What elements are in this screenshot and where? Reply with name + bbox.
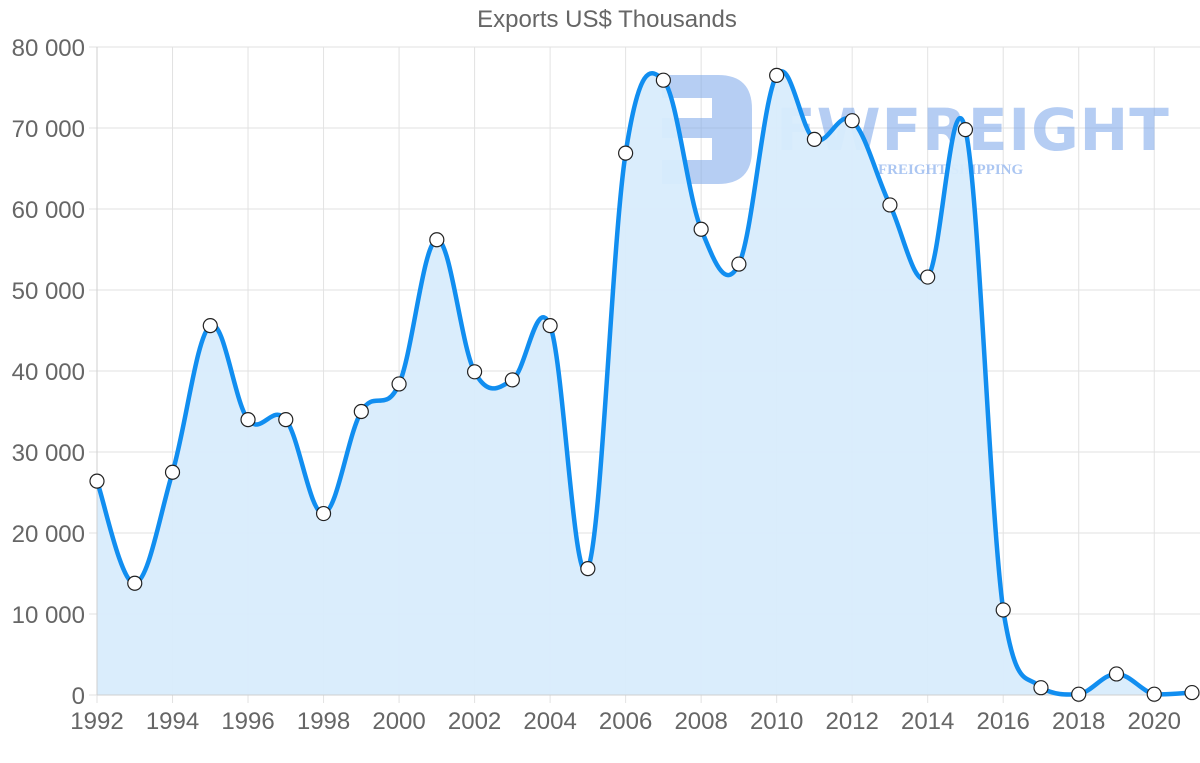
data-point[interactable] [1033,680,1049,696]
x-tick-label: 2004 [523,708,576,735]
y-axis-tick-labels: 0 10 000 20 000 30 000 40 000 50 000 60 000 70 … [12,35,85,710]
data-point[interactable] [466,364,483,380]
data-point[interactable] [844,113,860,129]
x-tick-label: 2006 [599,708,652,735]
data-point[interactable] [731,256,747,272]
x-tick-label: 1992 [70,708,123,735]
y-tick-label: 70 000 [12,116,85,143]
data-point[interactable] [806,131,823,147]
x-tick-label: 1994 [146,708,199,735]
data-point[interactable] [315,505,332,522]
x-tick-label: 1998 [297,708,350,735]
data-point[interactable] [202,318,218,334]
data-point[interactable] [542,318,558,334]
x-tick-label: 2010 [750,708,803,735]
data-point[interactable] [693,221,709,237]
data-point[interactable] [1071,686,1087,702]
x-tick-label: 2002 [448,708,501,735]
watermark-logo: FWFREIGHT FREIGHT SHIPPING [662,75,1169,184]
data-point[interactable] [353,403,369,420]
data-point[interactable] [429,232,445,248]
y-tick-label: 30 000 [12,440,85,467]
data-point[interactable] [164,464,181,480]
x-tick-label: 2012 [825,708,878,735]
x-tick-label: 2014 [901,708,954,735]
data-point[interactable] [1108,666,1125,682]
x-tick-label: 2020 [1128,708,1181,735]
y-tick-label: 0 [72,683,85,710]
data-point[interactable] [504,372,520,388]
x-tick-label: 2016 [977,708,1030,735]
y-tick-label: 50 000 [12,278,85,305]
x-axis-tick-labels: 1992 1994 1996 1998 2000 2002 2004 2006 2008 2010… [70,708,1181,735]
freight-logo-icon [662,75,752,184]
data-point[interactable] [655,72,671,88]
data-point[interactable] [278,412,294,428]
data-point[interactable] [240,412,256,428]
axes [96,47,1200,696]
chart-title: Exports US$ Thousands [477,6,737,33]
data-point[interactable] [957,122,974,138]
x-tick-label: 2000 [372,708,425,735]
data-point[interactable] [391,376,407,392]
data-point[interactable] [1146,686,1162,702]
data-points [89,67,1200,702]
data-point[interactable] [580,561,596,577]
y-tick-label: 80 000 [12,35,85,62]
y-tick-label: 10 000 [12,602,85,629]
data-point[interactable] [618,145,634,161]
y-tick-label: 60 000 [12,197,85,224]
x-tick-label: 1996 [221,708,274,735]
data-point[interactable] [882,197,898,213]
data-point[interactable] [769,67,785,83]
data-point[interactable] [127,575,143,591]
data-point[interactable] [89,473,105,489]
y-tick-label: 40 000 [12,359,85,386]
data-point[interactable] [1184,684,1200,701]
data-point[interactable] [920,269,936,285]
area-fill [97,71,1192,696]
x-tick-label: 2018 [1052,708,1105,735]
x-tick-label: 2008 [674,708,727,735]
series-area [97,71,1192,696]
y-tick-label: 20 000 [12,521,85,548]
data-point[interactable] [995,602,1011,618]
